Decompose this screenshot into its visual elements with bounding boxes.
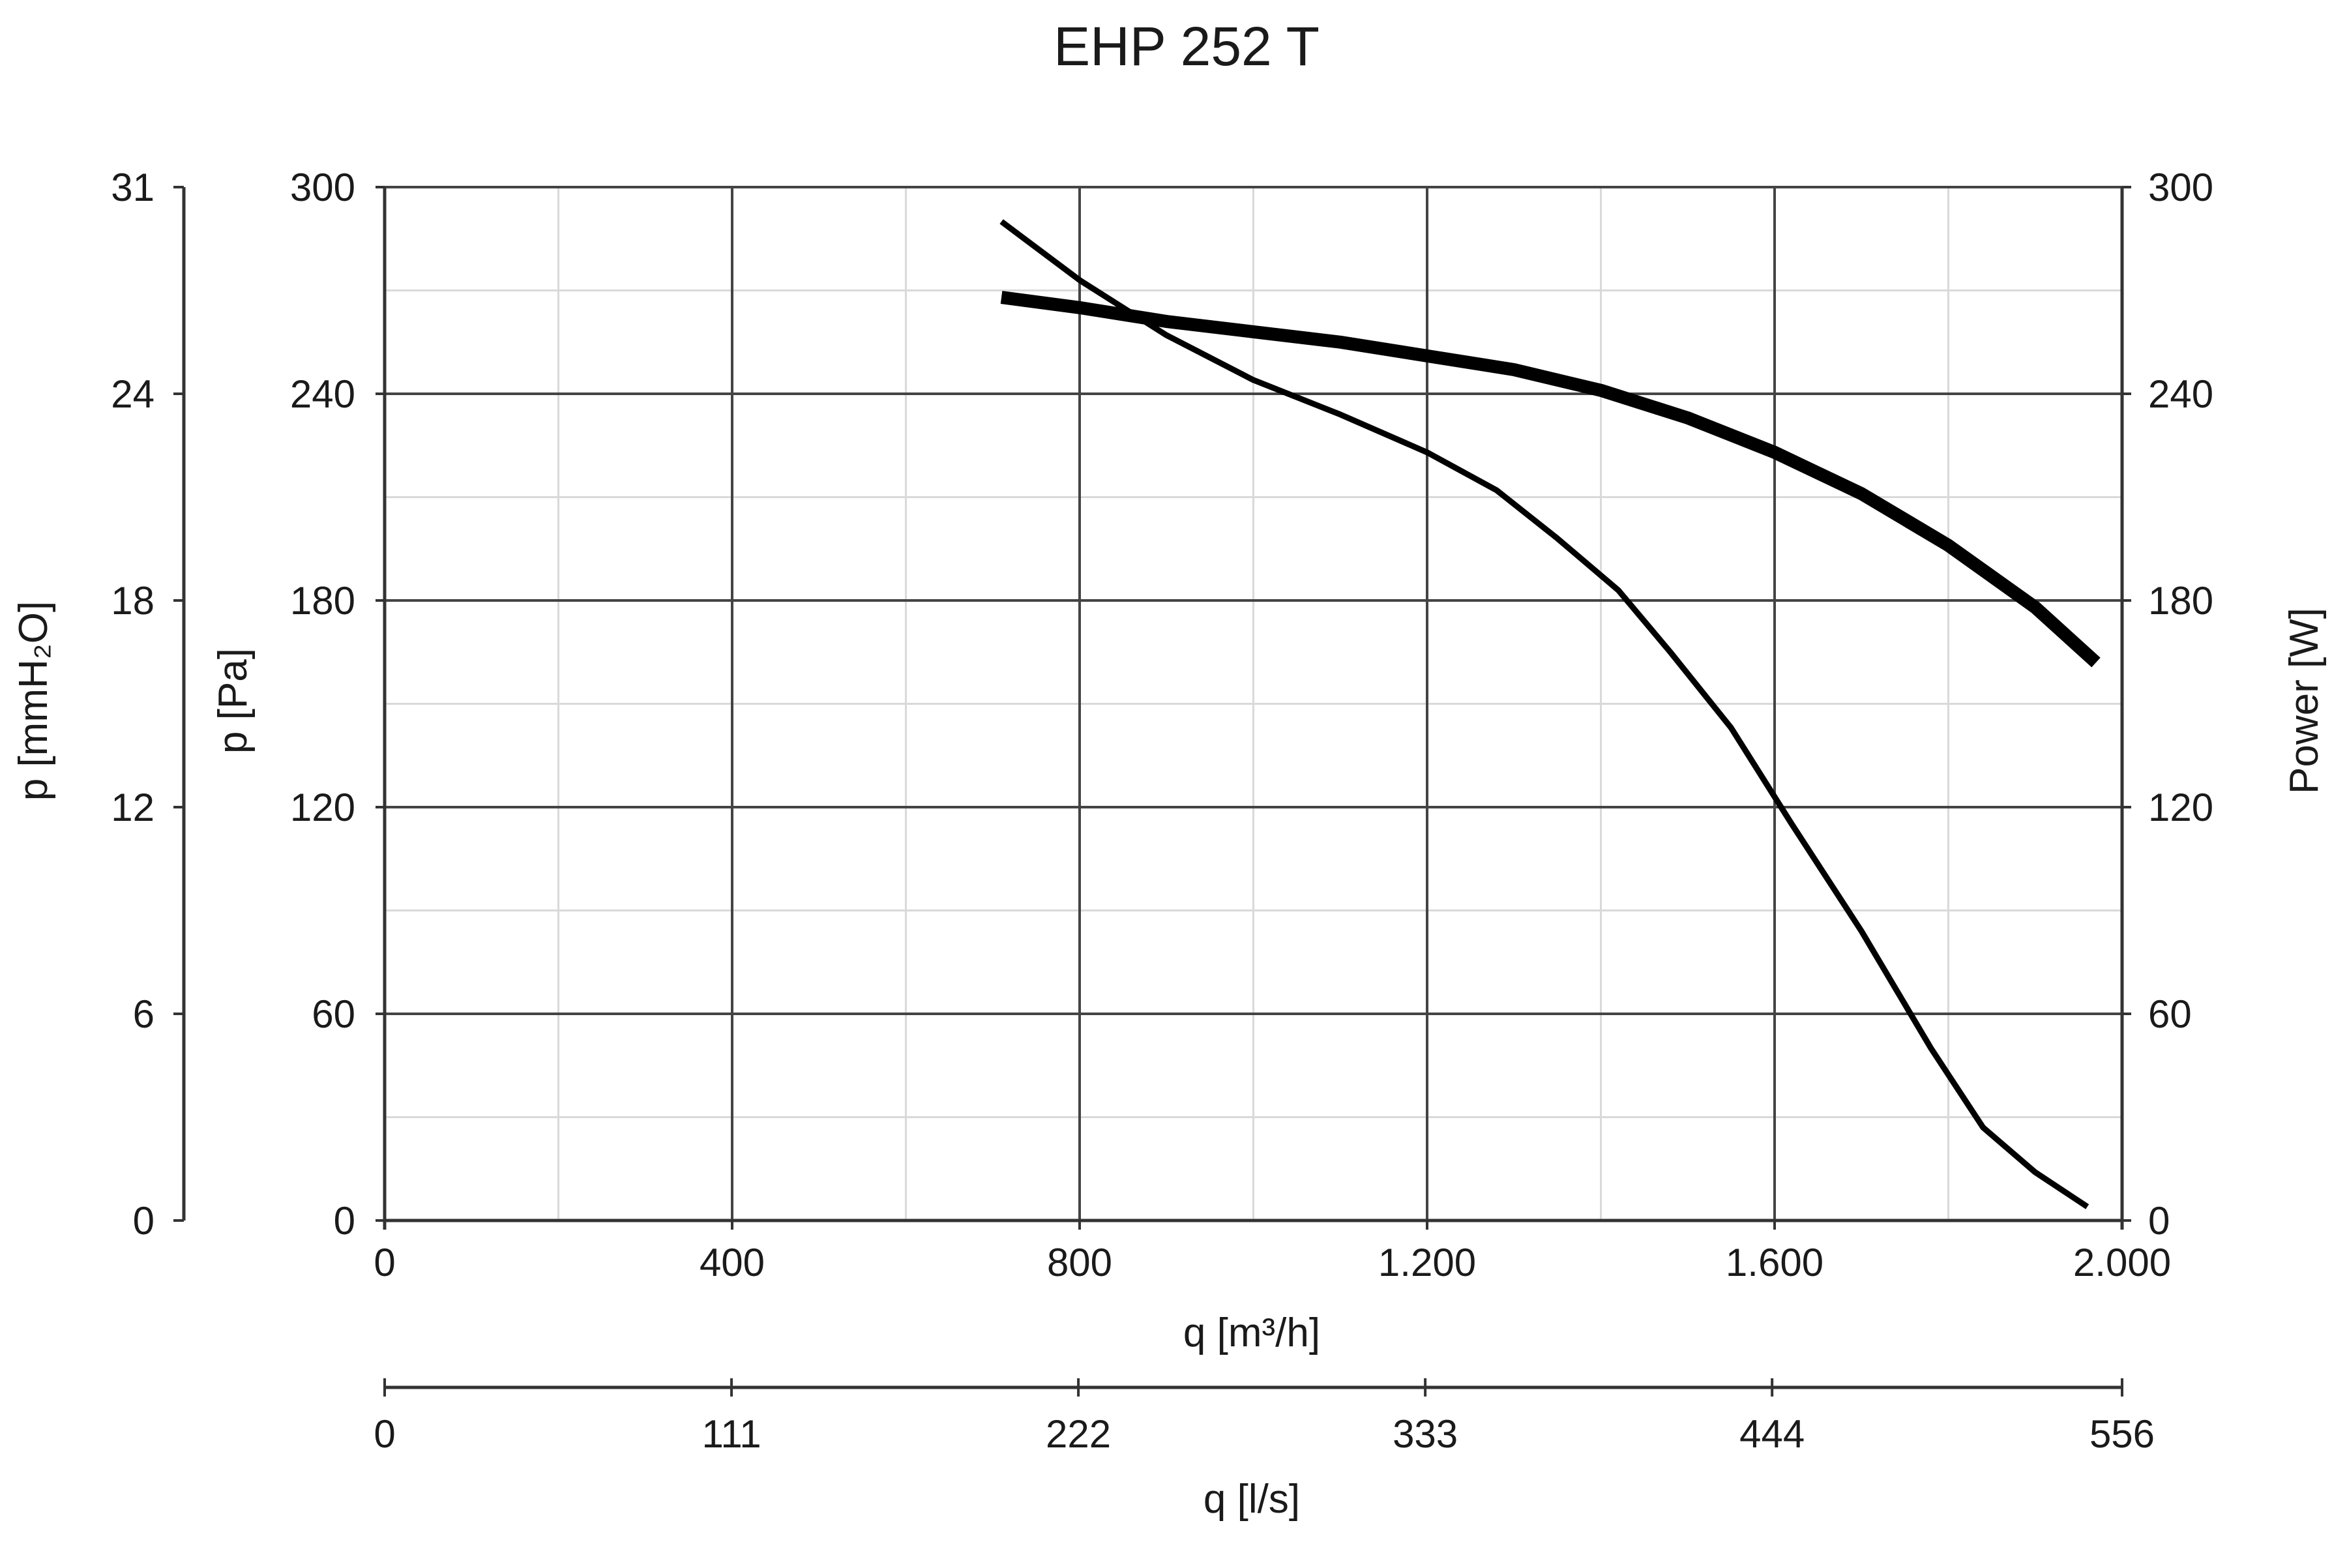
y-left-tick-label: 120 [290, 786, 355, 829]
x-tick-label: 400 [700, 1241, 765, 1284]
y-far-left-axis-title: p [mmH₂O] [11, 601, 56, 801]
axes [182, 187, 2124, 1389]
x-secondary-axis-title: q [l/s] [1203, 1477, 1300, 1522]
x-secondary-tick-label: 222 [1046, 1412, 1111, 1456]
y-left-tick-label: 300 [290, 166, 355, 209]
y-right-tick-label: 300 [2148, 166, 2213, 209]
pressure-curve [999, 219, 2089, 1209]
y-right-tick-label: 240 [2148, 372, 2213, 416]
x-secondary-tick-label: 111 [701, 1412, 761, 1456]
y-far-left-tick-label: 18 [111, 579, 155, 623]
x-axis-title: q [m³/h] [1183, 1310, 1320, 1355]
minor-grid [385, 187, 2122, 1220]
x-tick-label: 0 [374, 1241, 395, 1284]
chart-title: EHP 252 T [1054, 16, 1320, 77]
y-far-left-tick-label: 0 [133, 1199, 155, 1243]
y-right-tick-label: 120 [2148, 786, 2213, 829]
y-far-left-tick-label: 31 [111, 166, 155, 209]
y-far-left-tick-label: 6 [133, 992, 155, 1036]
x-secondary-tick-label: 556 [2089, 1412, 2155, 1456]
x-secondary-tick-label: 0 [374, 1412, 395, 1456]
y-left-tick-label: 180 [290, 579, 355, 623]
y-far-left-tick-label: 24 [111, 372, 155, 416]
power-curve [1000, 291, 2101, 668]
y-left-tick-label: 60 [312, 992, 355, 1036]
y-left-tick-label: 0 [334, 1199, 355, 1243]
y-right-tick-label: 180 [2148, 579, 2213, 623]
y-right-tick-label: 0 [2148, 1199, 2170, 1243]
y-left-tick-label: 240 [290, 372, 355, 416]
x-secondary-tick-label: 444 [1739, 1412, 1805, 1456]
y-right-axis-title: Power [W] [2282, 608, 2327, 794]
y-far-left-tick-label: 12 [111, 786, 155, 829]
x-secondary-tick-label: 333 [1393, 1412, 1458, 1456]
y-left-axis-title: p [Pa] [211, 648, 256, 754]
data-series [999, 219, 2101, 1209]
x-tick-label: 1.600 [1726, 1241, 1823, 1284]
x-tick-label: 800 [1047, 1241, 1112, 1284]
x-tick-label: 2.000 [2073, 1241, 2171, 1284]
y-right-tick-label: 60 [2148, 992, 2192, 1036]
x-tick-label: 1.200 [1378, 1241, 1476, 1284]
